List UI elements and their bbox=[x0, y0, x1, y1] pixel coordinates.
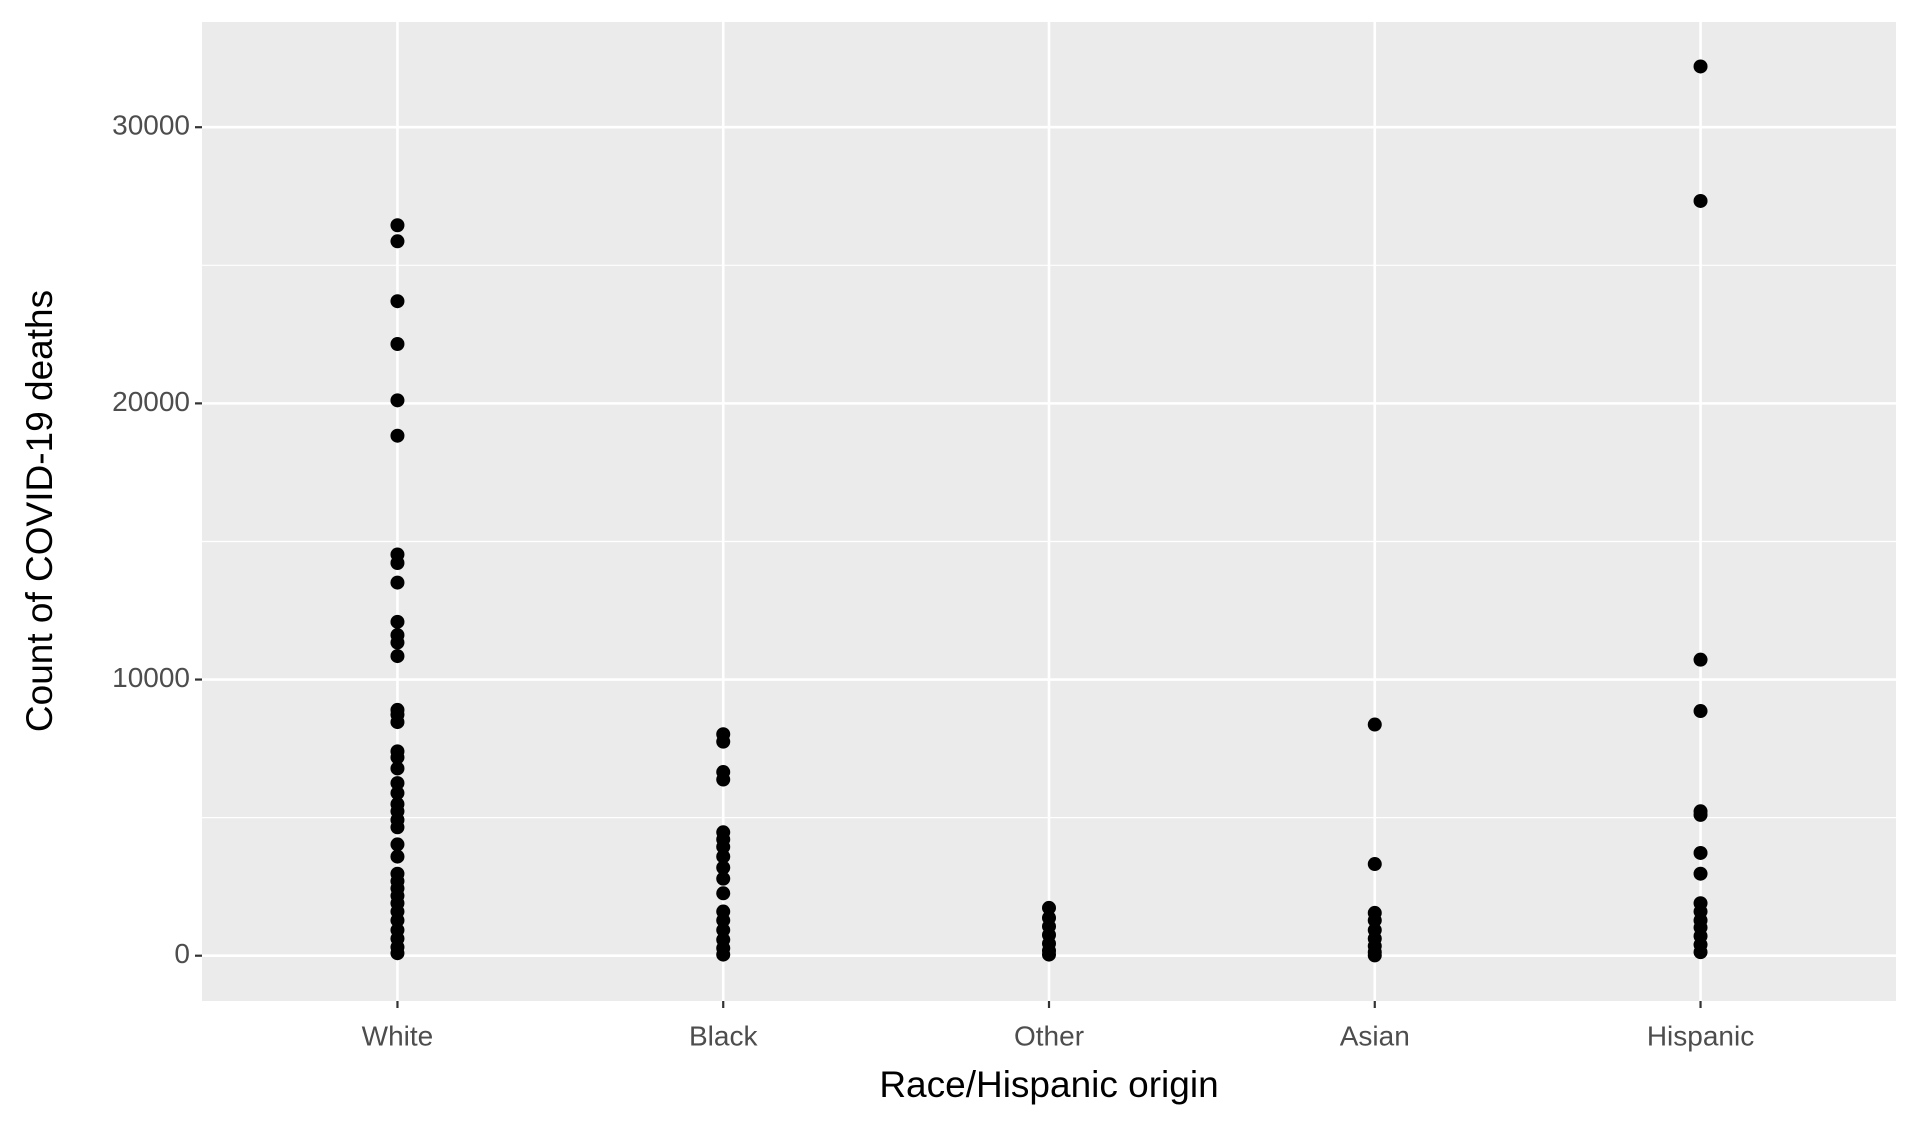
y-tick-label: 0 bbox=[174, 938, 190, 969]
point bbox=[390, 556, 405, 571]
point bbox=[1367, 913, 1382, 928]
point bbox=[390, 786, 405, 801]
point bbox=[390, 234, 405, 249]
point bbox=[390, 820, 405, 835]
point bbox=[1042, 947, 1056, 962]
point bbox=[390, 761, 405, 776]
point bbox=[716, 947, 731, 962]
point bbox=[716, 772, 731, 787]
x-tick-label: Asian bbox=[1340, 1020, 1410, 1051]
point bbox=[1693, 704, 1708, 719]
point bbox=[390, 776, 405, 791]
point bbox=[1367, 948, 1382, 963]
point bbox=[716, 871, 731, 886]
x-tick-label: Other bbox=[1014, 1020, 1084, 1051]
x-tick-label: Hispanic bbox=[1647, 1020, 1754, 1051]
point bbox=[716, 860, 731, 875]
x-axis-title: Race/Hispanic origin bbox=[879, 1064, 1218, 1105]
point bbox=[390, 635, 405, 650]
point bbox=[1367, 857, 1382, 872]
point bbox=[716, 849, 731, 864]
point bbox=[716, 913, 731, 928]
y-axis-title: Count of COVID-19 deaths bbox=[19, 290, 60, 732]
y-tick-label: 30000 bbox=[112, 110, 190, 141]
point bbox=[390, 750, 405, 765]
point bbox=[716, 839, 731, 854]
point bbox=[390, 337, 405, 352]
point bbox=[390, 575, 405, 590]
point bbox=[716, 734, 731, 749]
point bbox=[716, 886, 731, 901]
point bbox=[390, 837, 405, 852]
point bbox=[390, 849, 405, 864]
point bbox=[1693, 807, 1708, 822]
point bbox=[1693, 945, 1708, 960]
point bbox=[390, 393, 405, 408]
point bbox=[1693, 59, 1708, 74]
point bbox=[1693, 193, 1708, 208]
point bbox=[390, 294, 405, 309]
point bbox=[390, 218, 405, 233]
point bbox=[390, 614, 405, 629]
point bbox=[390, 946, 405, 961]
y-tick-label: 10000 bbox=[112, 662, 190, 693]
x-tick-label: White bbox=[362, 1020, 434, 1051]
x-tick-label: Black bbox=[689, 1020, 758, 1051]
point bbox=[390, 428, 405, 443]
point bbox=[1367, 717, 1382, 732]
point bbox=[390, 649, 405, 664]
point bbox=[1042, 900, 1056, 915]
point bbox=[1693, 845, 1708, 860]
point bbox=[1693, 652, 1708, 667]
point bbox=[390, 715, 405, 730]
point bbox=[390, 913, 405, 928]
point bbox=[716, 923, 731, 938]
y-tick-label: 20000 bbox=[112, 386, 190, 417]
point bbox=[1693, 866, 1708, 881]
